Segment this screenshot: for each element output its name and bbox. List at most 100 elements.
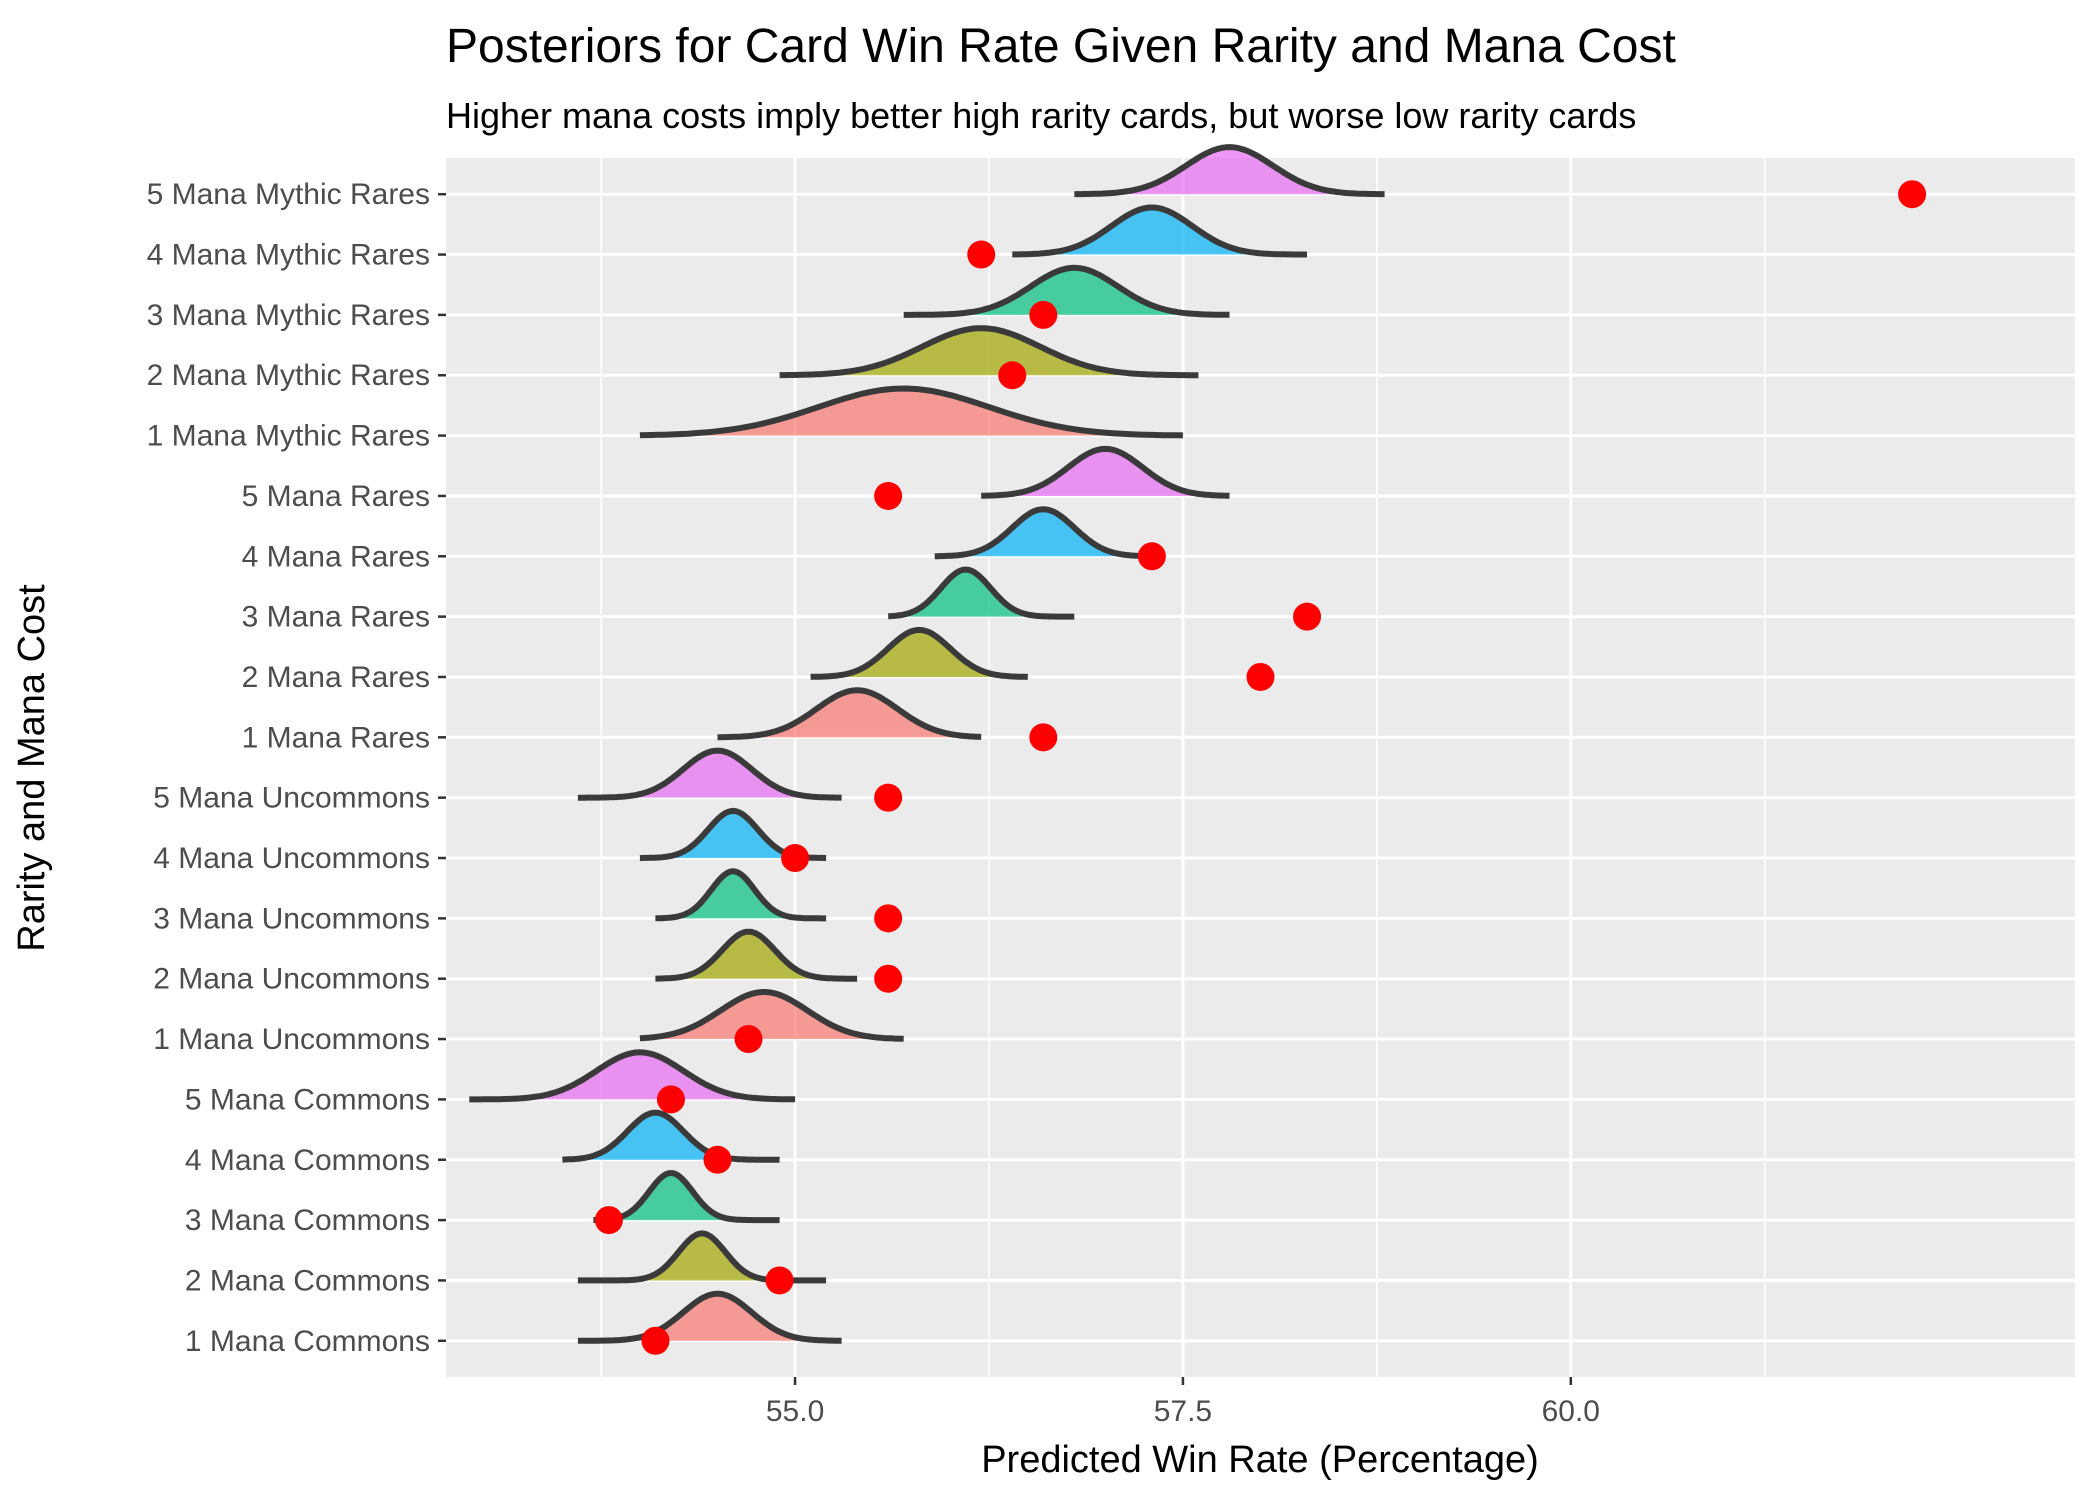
y-tick-label: 1 Mana Uncommons bbox=[153, 1023, 430, 1056]
observed-point bbox=[1898, 180, 1927, 209]
ridge-4-mana-commons bbox=[561, 1109, 781, 1163]
observed-point bbox=[874, 964, 903, 993]
observed-point bbox=[765, 1266, 794, 1295]
ridge-3-mana-commons bbox=[592, 1170, 781, 1224]
ridge-3-mana-mythic-rares bbox=[903, 264, 1230, 318]
ridge-1-mana-uncommons bbox=[639, 989, 904, 1042]
x-tick-label: 55.0 bbox=[766, 1395, 824, 1428]
y-tick-label: 2 Mana Uncommons bbox=[153, 963, 430, 996]
y-tick-label: 2 Mana Mythic Rares bbox=[147, 359, 430, 392]
y-axis-ticks: 1 Mana Commons 2 Mana Commons 3 Mana Commo… bbox=[147, 178, 446, 1358]
y-tick-label: 4 Mana Uncommons bbox=[153, 842, 430, 875]
observed-point bbox=[874, 481, 903, 510]
y-tick-label: 3 Mana Rares bbox=[242, 601, 430, 634]
y-tick-label: 3 Mana Commons bbox=[185, 1204, 430, 1237]
ridge-fill bbox=[577, 1293, 842, 1341]
ridge-outline bbox=[717, 687, 982, 741]
observed-point bbox=[1137, 542, 1166, 571]
observed-points bbox=[594, 180, 1927, 1355]
ridge-fill bbox=[577, 1233, 827, 1281]
ridge-5-mana-rares bbox=[981, 445, 1230, 499]
observed-point bbox=[781, 844, 810, 873]
ridge-3-mana-uncommons bbox=[654, 868, 828, 922]
ridge-5-mana-commons bbox=[469, 1049, 796, 1103]
y-tick-label: 5 Mana Uncommons bbox=[153, 782, 430, 815]
y-axis-title: Rarity and Mana Cost bbox=[11, 584, 53, 952]
ridge-fill bbox=[593, 1173, 780, 1221]
y-tick-label: 4 Mana Commons bbox=[185, 1144, 430, 1177]
y-tick-label: 2 Mana Rares bbox=[242, 661, 430, 694]
ridge-outline bbox=[887, 566, 1076, 620]
y-tick-label: 4 Mana Mythic Rares bbox=[147, 239, 430, 272]
ridge-outline bbox=[810, 626, 1029, 680]
y-tick-label: 4 Mana Rares bbox=[242, 540, 430, 573]
ridge-outline bbox=[577, 1290, 842, 1344]
ridge-fill bbox=[639, 388, 1183, 436]
ridge-4-mana-rares bbox=[934, 506, 1153, 560]
observed-point bbox=[967, 240, 996, 269]
ridge-outline bbox=[934, 506, 1153, 560]
observed-point bbox=[998, 361, 1027, 390]
ridge-fill bbox=[1074, 147, 1385, 195]
ridge-1-mana-mythic-rares bbox=[639, 385, 1183, 439]
x-axis-title: Predicted Win Rate (Percentage) bbox=[981, 1439, 1539, 1481]
observed-point bbox=[874, 904, 903, 933]
chart-title: Posteriors for Card Win Rate Given Rarit… bbox=[446, 20, 1676, 73]
ridge-fill bbox=[469, 1052, 796, 1100]
x-tick-label: 60.0 bbox=[1542, 1395, 1600, 1428]
ridge-fill bbox=[562, 1112, 780, 1160]
density-ridges bbox=[469, 144, 1385, 1344]
ridge-fill bbox=[981, 448, 1230, 496]
observed-point bbox=[1246, 662, 1275, 691]
observed-point bbox=[1029, 300, 1058, 329]
ridge-5-mana-uncommons bbox=[577, 747, 842, 801]
ridge-outline bbox=[1074, 144, 1385, 198]
ridge-outline bbox=[779, 325, 1199, 379]
ridge-fill bbox=[639, 992, 904, 1040]
x-axis-ticks: 55.0 57.5 60.0 bbox=[766, 1377, 1600, 1428]
ridge-fill bbox=[810, 629, 1028, 677]
ridge-fill bbox=[577, 750, 842, 798]
ridge-2-mana-rares bbox=[810, 626, 1029, 680]
y-tick-label: 5 Mana Rares bbox=[242, 480, 430, 513]
y-tick-label: 3 Mana Uncommons bbox=[153, 902, 430, 935]
ridge-outline bbox=[469, 1049, 796, 1103]
ridge-outline bbox=[981, 445, 1230, 499]
ridge-5-mana-mythic-rares bbox=[1074, 144, 1385, 198]
ridge-1-mana-rares bbox=[717, 687, 982, 741]
chart-subtitle: Higher mana costs imply better high rari… bbox=[446, 95, 1636, 136]
observed-point bbox=[1293, 602, 1322, 631]
y-tick-label: 5 Mana Mythic Rares bbox=[147, 178, 430, 211]
ridge-outline bbox=[1012, 204, 1307, 258]
y-tick-label: 3 Mana Mythic Rares bbox=[147, 299, 430, 332]
observed-point bbox=[641, 1326, 670, 1355]
y-tick-label: 5 Mana Commons bbox=[185, 1083, 430, 1116]
y-tick-label: 2 Mana Commons bbox=[185, 1264, 430, 1297]
ridge-fill bbox=[934, 509, 1152, 557]
ridge-2-mana-mythic-rares bbox=[779, 325, 1199, 379]
y-tick-label: 1 Mana Rares bbox=[242, 721, 430, 754]
ridge-outline bbox=[903, 264, 1230, 318]
ridge-outline bbox=[654, 868, 828, 922]
ridge-fill bbox=[639, 810, 827, 859]
observed-point bbox=[703, 1145, 732, 1174]
y-tick-label: 1 Mana Commons bbox=[185, 1325, 430, 1358]
observed-point bbox=[1029, 723, 1058, 752]
ridge-outline bbox=[592, 1170, 781, 1224]
ridge-2-mana-uncommons bbox=[654, 928, 858, 982]
ridge-3-mana-rares bbox=[887, 566, 1076, 620]
ridge-fill bbox=[717, 690, 982, 738]
observed-point bbox=[874, 783, 903, 812]
ridge-outline bbox=[577, 747, 842, 801]
ridge-outline bbox=[654, 928, 858, 982]
ridge-outline bbox=[561, 1109, 781, 1163]
ridge-outline bbox=[639, 385, 1183, 439]
ridge-fill bbox=[903, 267, 1230, 315]
ridge-outline bbox=[639, 989, 904, 1042]
ridge-4-mana-mythic-rares bbox=[1012, 204, 1307, 258]
observed-point bbox=[734, 1025, 763, 1054]
x-tick-label: 57.5 bbox=[1154, 1395, 1212, 1428]
observed-point bbox=[656, 1085, 685, 1114]
ridge-1-mana-commons bbox=[577, 1290, 842, 1344]
